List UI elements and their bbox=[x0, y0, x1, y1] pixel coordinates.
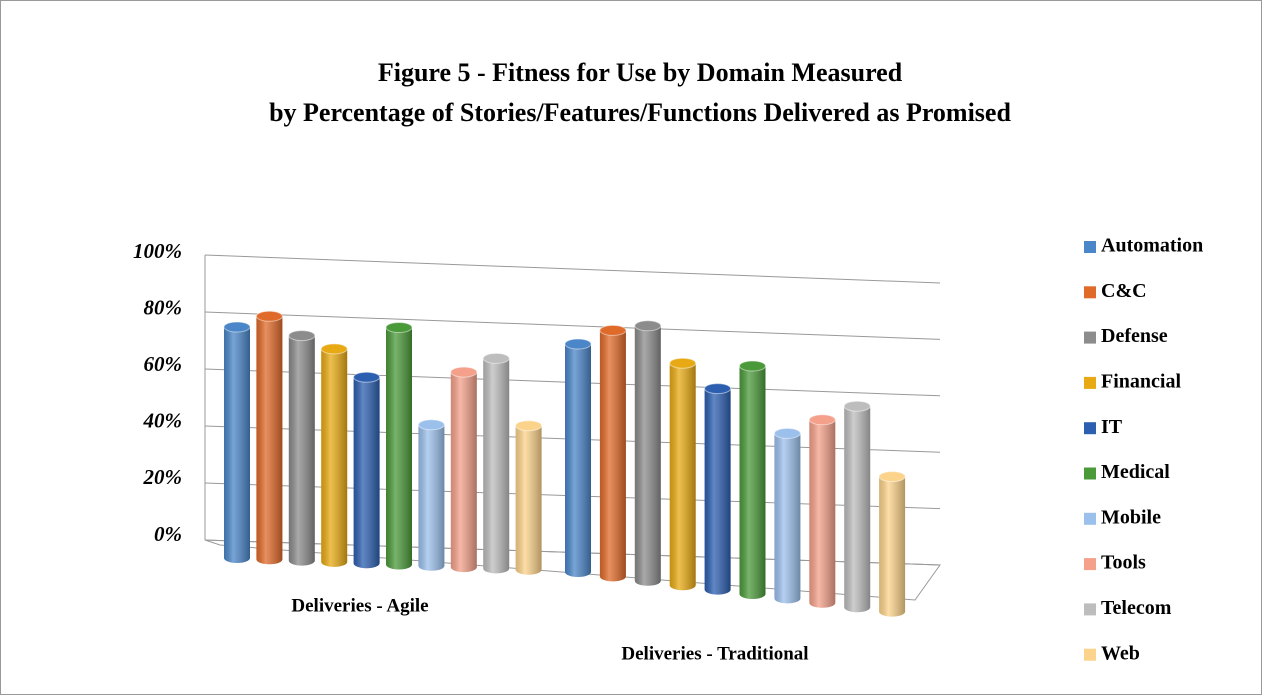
bar-shade bbox=[704, 383, 731, 595]
bar-shade bbox=[288, 330, 315, 566]
bar-top bbox=[634, 320, 662, 332]
bar-shade bbox=[386, 322, 412, 570]
grid-line bbox=[204, 254, 941, 284]
bar-shade bbox=[418, 419, 445, 571]
bar-shade bbox=[844, 401, 871, 613]
bar-shade bbox=[634, 320, 661, 586]
bar-shade bbox=[321, 343, 348, 567]
bar-top bbox=[320, 343, 348, 355]
bar-shade bbox=[256, 311, 283, 565]
bar-shade bbox=[483, 353, 510, 574]
bar-shade bbox=[565, 339, 591, 577]
legend-swatch bbox=[1084, 286, 1096, 299]
bar-top bbox=[739, 360, 766, 372]
bar-shade bbox=[599, 325, 626, 582]
bar-shade bbox=[809, 414, 836, 608]
legend-swatch bbox=[1084, 512, 1096, 525]
bar-top bbox=[669, 357, 697, 369]
y-tick-label: 80% bbox=[144, 295, 183, 319]
legend-swatch bbox=[1084, 331, 1096, 344]
chart-title: by Percentage of Stories/Features/Functi… bbox=[269, 98, 1011, 127]
bar-top bbox=[450, 366, 478, 378]
x-tick-label: Deliveries - Traditional bbox=[621, 643, 808, 664]
bar-top bbox=[843, 400, 871, 412]
legend-swatch bbox=[1084, 422, 1096, 435]
bar-shade bbox=[739, 361, 766, 599]
chart-title: Figure 5 - Fitness for Use by Domain Mea… bbox=[378, 58, 903, 87]
bar-top bbox=[808, 414, 836, 426]
legend-label: Telecom bbox=[1101, 597, 1172, 619]
legend-label: IT bbox=[1101, 416, 1123, 438]
x-tick-label: Deliveries - Agile bbox=[291, 595, 428, 616]
bar-top bbox=[599, 324, 627, 336]
grid-line bbox=[204, 311, 941, 340]
legend-label: Tools bbox=[1101, 552, 1146, 574]
bar-shade bbox=[774, 428, 801, 604]
legend-label: Financial bbox=[1101, 370, 1181, 392]
bar-shade bbox=[353, 372, 380, 569]
bar-shade bbox=[450, 367, 477, 573]
bar-shade bbox=[224, 322, 250, 563]
legend-swatch bbox=[1084, 648, 1096, 661]
y-tick-label: 60% bbox=[144, 352, 183, 376]
y-tick-label: 100% bbox=[133, 239, 182, 263]
legend-swatch bbox=[1084, 558, 1096, 571]
bar-top bbox=[773, 427, 801, 439]
bar-top bbox=[288, 330, 316, 342]
bar-top bbox=[878, 471, 906, 483]
bar-top bbox=[223, 321, 251, 333]
legend-label: Mobile bbox=[1101, 506, 1161, 528]
bar-shade bbox=[669, 358, 696, 591]
bar-top bbox=[255, 310, 283, 322]
legend-label: C&C bbox=[1101, 280, 1147, 302]
bar-top bbox=[353, 371, 381, 383]
bar-top bbox=[417, 419, 445, 431]
legend-label: Defense bbox=[1101, 325, 1168, 347]
legend-swatch bbox=[1084, 376, 1096, 389]
bar-top bbox=[564, 338, 592, 350]
bar-top bbox=[515, 420, 543, 432]
legend-swatch bbox=[1084, 467, 1096, 480]
y-tick-label: 0% bbox=[154, 522, 182, 546]
bar-shade bbox=[515, 420, 542, 575]
bar-top bbox=[704, 383, 732, 395]
y-tick-label: 20% bbox=[143, 465, 183, 489]
bar-top bbox=[385, 322, 413, 333]
legend-swatch bbox=[1084, 603, 1096, 616]
legend-label: Medical bbox=[1101, 461, 1170, 483]
legend-swatch bbox=[1084, 241, 1096, 253]
legend-label: Automation bbox=[1101, 235, 1203, 257]
bar-shade bbox=[879, 471, 906, 617]
legend-label: Web bbox=[1101, 642, 1140, 664]
bar-top bbox=[482, 352, 510, 364]
y-tick-label: 40% bbox=[143, 409, 183, 433]
